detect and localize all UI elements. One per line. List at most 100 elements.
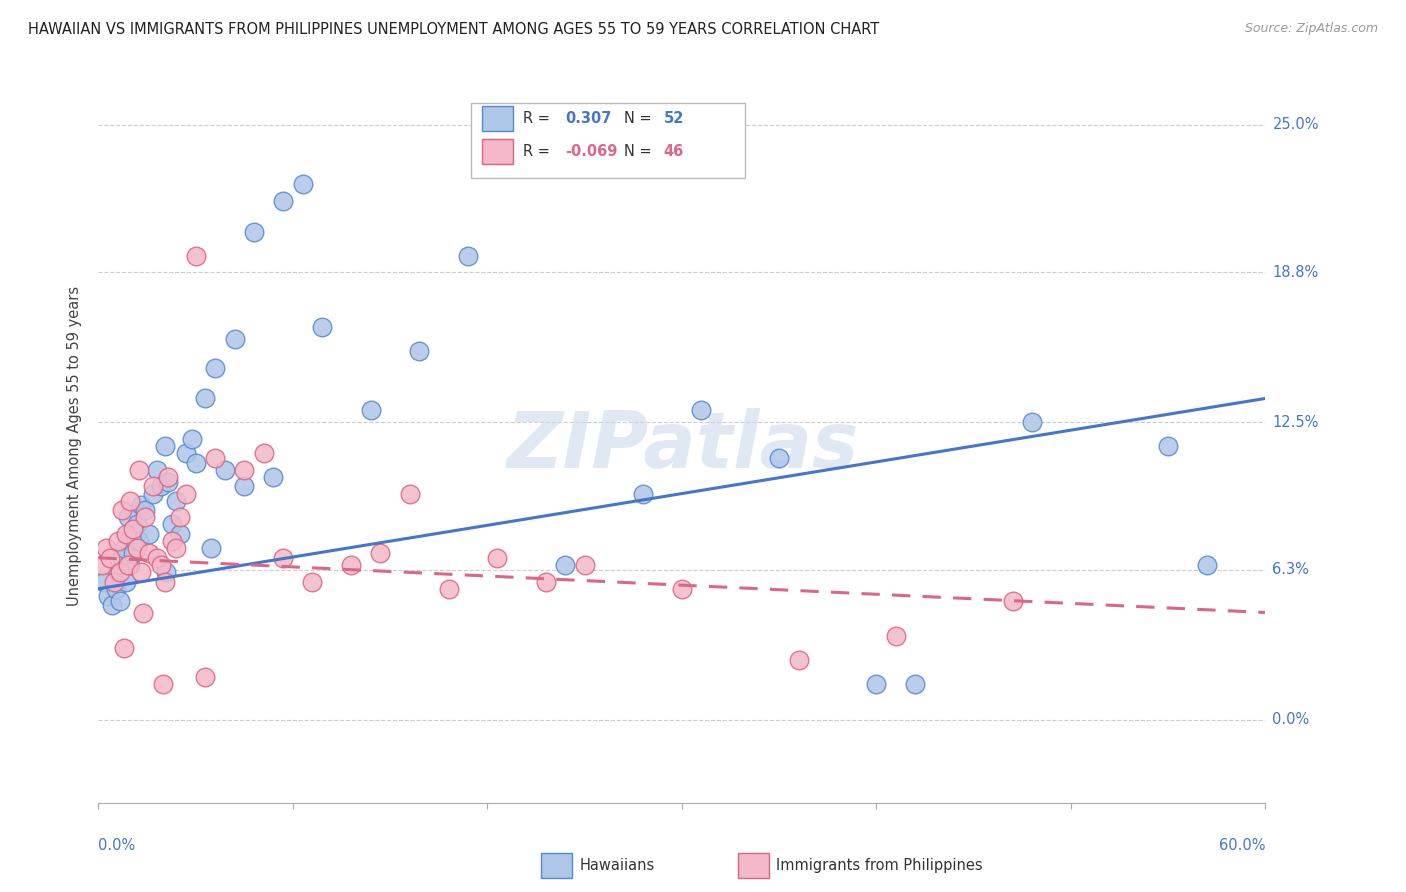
Point — [127, 541, 149, 556]
Point — [165, 493, 187, 508]
Point — [128, 534, 150, 549]
Point — [437, 582, 460, 596]
Point — [134, 503, 156, 517]
Point — [340, 558, 363, 572]
Point — [107, 534, 129, 549]
Point — [169, 527, 191, 541]
Point — [370, 546, 392, 560]
Point — [129, 499, 152, 513]
Point — [162, 517, 184, 532]
Point — [118, 493, 141, 508]
Text: ZIPatlas: ZIPatlas — [506, 408, 858, 484]
Point — [174, 446, 197, 460]
Point — [884, 629, 907, 643]
Point — [534, 574, 557, 589]
Text: Immigrants from Philippines: Immigrants from Philippines — [776, 858, 983, 872]
Text: -0.069: -0.069 — [565, 145, 617, 159]
Point — [554, 558, 576, 572]
Point — [114, 527, 136, 541]
Point — [253, 446, 276, 460]
Point — [103, 574, 125, 589]
Point — [142, 486, 165, 500]
Point — [408, 343, 430, 358]
Point — [204, 450, 226, 465]
Text: N =: N = — [624, 145, 657, 159]
Text: N =: N = — [624, 112, 657, 126]
Text: 60.0%: 60.0% — [1219, 838, 1265, 854]
Point — [194, 670, 217, 684]
Point — [865, 677, 887, 691]
Point — [114, 574, 136, 589]
Point — [233, 463, 256, 477]
Text: 46: 46 — [664, 145, 683, 159]
Y-axis label: Unemployment Among Ages 55 to 59 years: Unemployment Among Ages 55 to 59 years — [67, 286, 83, 606]
Point — [184, 249, 207, 263]
Point — [184, 456, 207, 470]
Point — [204, 360, 226, 375]
Point — [117, 558, 139, 572]
Point — [149, 558, 172, 572]
Point — [291, 178, 314, 192]
Point — [1021, 415, 1043, 429]
Point — [153, 574, 176, 589]
Point — [101, 599, 124, 613]
Point — [301, 574, 323, 589]
Text: 25.0%: 25.0% — [1272, 118, 1319, 132]
Text: 12.5%: 12.5% — [1272, 415, 1319, 430]
Point — [200, 541, 222, 556]
Point — [486, 550, 509, 565]
Point — [104, 582, 127, 596]
Text: 6.3%: 6.3% — [1272, 562, 1309, 577]
Text: 52: 52 — [664, 112, 683, 126]
Text: 0.0%: 0.0% — [98, 838, 135, 854]
Point — [117, 510, 139, 524]
Point — [1001, 593, 1024, 607]
Point — [194, 392, 217, 406]
Point — [138, 546, 160, 560]
Point — [165, 541, 187, 556]
Point — [153, 439, 176, 453]
Point — [233, 479, 256, 493]
Point — [142, 479, 165, 493]
Point — [134, 510, 156, 524]
Point — [96, 541, 118, 556]
Point — [107, 565, 129, 579]
Point — [108, 565, 131, 579]
Point — [157, 470, 180, 484]
Point — [214, 463, 236, 477]
Point — [127, 517, 149, 532]
Point — [112, 641, 135, 656]
Point — [138, 527, 160, 541]
Point — [112, 541, 135, 556]
Point — [457, 249, 479, 263]
Text: 0.0%: 0.0% — [1272, 712, 1309, 727]
Text: R =: R = — [523, 145, 554, 159]
Point — [360, 403, 382, 417]
Point — [111, 550, 134, 565]
Point — [1157, 439, 1180, 453]
Point — [904, 677, 927, 691]
Point — [122, 522, 145, 536]
Point — [149, 479, 172, 493]
Point — [155, 565, 177, 579]
Point — [118, 558, 141, 572]
Point — [690, 403, 713, 417]
Point — [311, 320, 333, 334]
Point — [631, 486, 654, 500]
Point — [111, 503, 134, 517]
Text: HAWAIIAN VS IMMIGRANTS FROM PHILIPPINES UNEMPLOYMENT AMONG AGES 55 TO 59 YEARS C: HAWAIIAN VS IMMIGRANTS FROM PHILIPPINES … — [28, 22, 879, 37]
Point — [132, 606, 155, 620]
Point — [98, 550, 121, 565]
Point — [398, 486, 420, 500]
Point — [128, 463, 150, 477]
Text: Source: ZipAtlas.com: Source: ZipAtlas.com — [1244, 22, 1378, 36]
Point — [1195, 558, 1218, 572]
Point — [169, 510, 191, 524]
Point — [108, 593, 131, 607]
Point — [271, 194, 294, 208]
Point — [671, 582, 693, 596]
Point — [122, 546, 145, 560]
Point — [97, 589, 120, 603]
Point — [91, 558, 114, 572]
Point — [574, 558, 596, 572]
